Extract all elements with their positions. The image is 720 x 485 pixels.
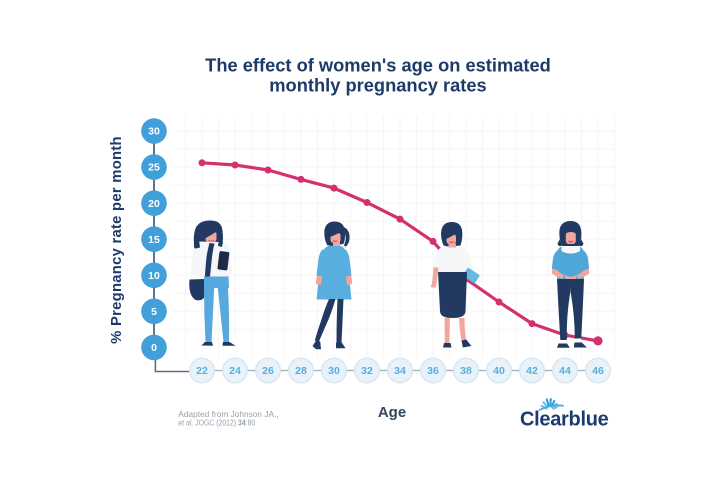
svg-text:38: 38 xyxy=(460,365,472,377)
svg-text:42: 42 xyxy=(526,365,538,377)
svg-text:46: 46 xyxy=(592,365,604,377)
svg-text:30: 30 xyxy=(328,365,340,377)
svg-text:Clearblue: Clearblue xyxy=(520,409,609,431)
svg-text:0: 0 xyxy=(151,342,157,354)
svg-text:32: 32 xyxy=(361,365,373,377)
svg-text:5: 5 xyxy=(151,306,157,318)
svg-text:20: 20 xyxy=(148,198,160,210)
svg-text:34: 34 xyxy=(394,365,406,377)
svg-text:Age: Age xyxy=(378,404,406,421)
svg-text:Adapted from Johnson JA.,: Adapted from Johnson JA., xyxy=(178,409,278,419)
svg-text:monthly pregnancy rates: monthly pregnancy rates xyxy=(269,75,486,96)
svg-text:The effect of women's age on e: The effect of women's age on estimated xyxy=(205,55,551,76)
svg-text:15: 15 xyxy=(148,234,160,246)
svg-text:44: 44 xyxy=(559,365,571,377)
svg-text:36: 36 xyxy=(427,365,439,377)
svg-text:24: 24 xyxy=(229,365,241,377)
svg-text:% Pregnancy rate per month: % Pregnancy rate per month xyxy=(109,136,125,344)
svg-text:26: 26 xyxy=(262,365,274,377)
svg-text:40: 40 xyxy=(493,365,505,377)
svg-text:25: 25 xyxy=(148,162,160,174)
svg-text:30: 30 xyxy=(148,126,160,138)
svg-text:28: 28 xyxy=(295,365,307,377)
svg-text:et al. JOGC (2012) 34:80: et al. JOGC (2012) 34:80 xyxy=(178,418,255,428)
svg-text:22: 22 xyxy=(196,365,208,377)
svg-text:10: 10 xyxy=(148,270,160,282)
